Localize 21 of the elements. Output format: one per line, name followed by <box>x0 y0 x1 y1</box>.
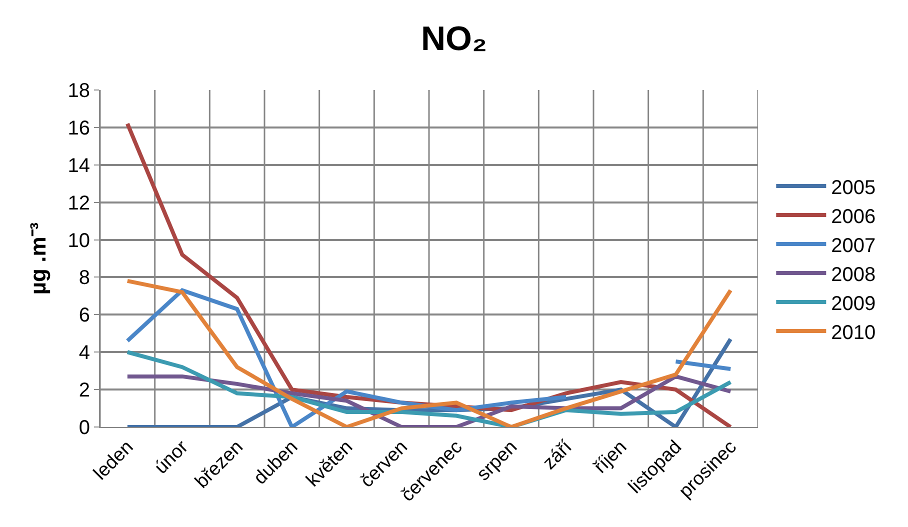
y-tick-label: 2 <box>78 380 90 402</box>
x-tick-label: říjen <box>590 436 632 478</box>
legend-label: 2006 <box>831 206 876 228</box>
legend-label: 2005 <box>831 176 876 199</box>
y-tick-label: 10 <box>68 230 90 252</box>
legend-label: 2007 <box>831 234 876 257</box>
y-tick-label: 12 <box>68 192 90 214</box>
y-tick-label: 16 <box>68 117 90 140</box>
y-tick-label: 4 <box>78 342 90 364</box>
y-tick-label: 6 <box>78 304 90 327</box>
legend-label: 2008 <box>831 264 876 286</box>
y-tick-label: 0 <box>78 417 90 439</box>
legend-label: 2009 <box>831 292 876 315</box>
y-tick-label: 14 <box>68 154 90 177</box>
legend-label: 2010 <box>831 322 876 344</box>
chart-title: NO₂ <box>420 20 488 58</box>
x-tick-label: září <box>539 436 577 474</box>
x-tick-label: únor <box>150 436 193 478</box>
y-tick-label: 8 <box>78 267 90 290</box>
y-axis-title: µg .m⁻³ <box>26 222 51 295</box>
y-tick-label: 18 <box>68 80 90 102</box>
